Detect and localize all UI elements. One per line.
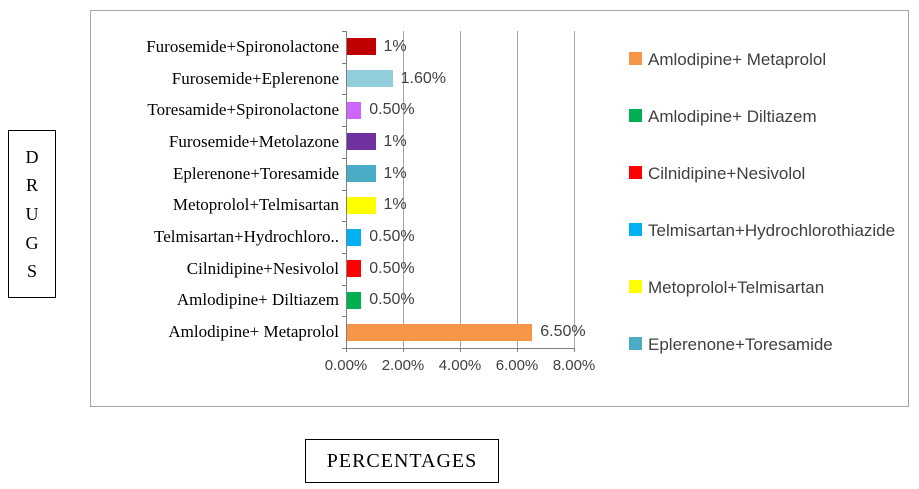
y-axis-tick-mark: [342, 316, 346, 318]
category-label: Eplerenone+Toresamide: [172, 163, 339, 183]
y-axis-line: [346, 31, 347, 348]
x-axis-tick-mark: [403, 348, 404, 352]
bar: [347, 70, 393, 88]
value-label: 1%: [383, 132, 407, 150]
x-axis-tick-mark: [574, 348, 575, 352]
x-axis-tick-mark: [346, 348, 347, 352]
legend-label: Telmisartan+Hydrochlorothiazide: [648, 221, 896, 240]
bar: [347, 323, 533, 341]
legend-swatch: [629, 337, 642, 350]
value-label: 1%: [383, 164, 407, 182]
legend-label: Amlodipine+ Diltiazem: [648, 107, 817, 126]
bar: [347, 228, 362, 246]
value-label: 1.60%: [400, 69, 446, 87]
y-axis-title-letter: D: [25, 146, 39, 167]
legend-item: Eplerenone+Toresamide: [629, 334, 898, 355]
category-label: Metoprolol+Telmisartan: [172, 195, 339, 215]
category-label: Furosemide+Spironolactone: [146, 36, 339, 56]
x-axis-tick-label: 2.00%: [381, 357, 425, 374]
category-label: Telmisartan+Hydrochloro..: [154, 227, 339, 247]
bar: [347, 291, 362, 309]
legend-label: Amlodipine+ Metaprolol: [648, 50, 827, 69]
x-axis-tick-label: 0.00%: [324, 357, 368, 374]
y-axis-title-letter: R: [25, 175, 38, 196]
y-axis-tick-mark: [342, 31, 346, 32]
x-axis-tick-label: 4.00%: [438, 357, 482, 374]
y-axis-tick-mark: [342, 126, 346, 128]
legend-swatch: [629, 52, 642, 65]
y-axis-tick-mark: [342, 157, 346, 159]
legend-swatch: [629, 223, 642, 236]
y-axis-title-letter: S: [26, 261, 37, 282]
bar: [347, 101, 362, 119]
legend-swatch: [629, 109, 642, 122]
category-label: Cilnidipine+Nesivolol: [186, 258, 339, 278]
value-label: 0.50%: [369, 259, 415, 277]
category-label: Furosemide+Metolazone: [168, 131, 339, 151]
legend-item: Telmisartan+Hydrochlorothiazide: [629, 220, 898, 241]
value-label: 0.50%: [369, 101, 415, 119]
category-label: Amlodipine+ Diltiazem: [176, 290, 339, 310]
x-axis-title-box: PERCENTAGES: [305, 439, 499, 483]
x-axis-tick-mark: [517, 348, 518, 352]
category-label: Amlodipine+ Metaprolol: [168, 322, 339, 342]
value-label: 6.50%: [540, 323, 586, 341]
legend-item: Cilnidipine+Nesivolol: [629, 163, 898, 184]
value-label: 1%: [383, 37, 407, 55]
legend-item: Amlodipine+ Diltiazem: [629, 106, 898, 127]
bar: [347, 133, 376, 151]
x-axis-tick-mark: [460, 348, 461, 352]
bar: [347, 260, 362, 278]
legend-label: Cilnidipine+Nesivolol: [648, 164, 806, 183]
y-axis-title-letter: U: [25, 203, 39, 224]
gridline: [517, 31, 518, 348]
value-label: 1%: [383, 196, 407, 214]
legend-swatch: [629, 166, 642, 179]
legend-swatch: [629, 280, 642, 293]
x-axis-tick-label: 8.00%: [552, 357, 596, 374]
legend-label: Metoprolol+Telmisartan: [648, 278, 825, 297]
gridline: [460, 31, 461, 348]
y-axis-tick-mark: [342, 348, 346, 349]
y-axis-tick-mark: [342, 284, 346, 286]
bar: [347, 165, 376, 183]
value-label: 0.50%: [369, 291, 415, 309]
y-axis-tick-mark: [342, 62, 346, 64]
value-label: 0.50%: [369, 228, 415, 246]
legend-label: Eplerenone+Toresamide: [648, 335, 833, 354]
gridline: [403, 31, 404, 348]
chart-area: 0.00% 2.00% 4.00% 6.00% 8.00% Furosemide+Spir…: [90, 10, 909, 407]
gridline: [574, 31, 575, 348]
legend-item: Metoprolol+Telmisartan: [629, 277, 898, 298]
y-axis-tick-mark: [342, 94, 346, 96]
category-label: Furosemide+Eplerenone: [171, 68, 339, 88]
y-axis-tick-mark: [342, 221, 346, 223]
bar: [347, 196, 376, 214]
bar: [347, 38, 376, 56]
y-axis-tick-mark: [342, 189, 346, 191]
x-axis-tick-label: 6.00%: [495, 357, 539, 374]
y-axis-title-letter: G: [25, 232, 39, 253]
y-axis-tick-mark: [342, 252, 346, 254]
legend-item: Amlodipine+ Metaprolol: [629, 49, 898, 70]
x-axis-title: PERCENTAGES: [326, 449, 478, 472]
category-label: Toresamide+Spironolactone: [147, 100, 339, 120]
